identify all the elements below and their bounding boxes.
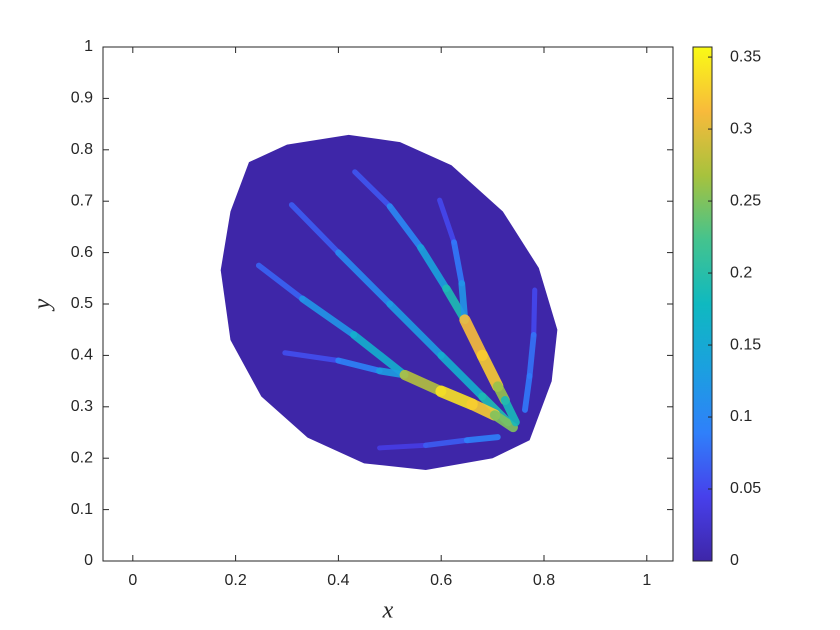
vein-segment xyxy=(437,351,487,401)
vein-segment xyxy=(282,350,342,364)
y-tick-label: 0.1 xyxy=(71,501,93,518)
y-tick-label: 0.5 xyxy=(71,295,93,312)
vein-segment xyxy=(476,349,504,392)
vein-segment xyxy=(437,197,457,245)
vein-segment xyxy=(335,357,383,374)
x-tick-label: 1 xyxy=(642,572,651,589)
vein-segment xyxy=(386,300,445,359)
colorbar-tick-label: 0 xyxy=(730,552,739,569)
vein-segment xyxy=(451,239,465,287)
vein-segment xyxy=(335,249,393,308)
vein-segment xyxy=(417,243,450,293)
colorbar-tick-label: 0.1 xyxy=(730,408,752,425)
vein-segment xyxy=(399,369,447,397)
vein-segment xyxy=(386,203,424,251)
colorbar-tick-label: 0.05 xyxy=(730,480,761,497)
x-tick-label: 0.2 xyxy=(224,572,246,589)
y-tick-label: 0 xyxy=(84,552,93,569)
vein-segment xyxy=(522,373,533,413)
vein-segment xyxy=(463,434,501,444)
x-tick-label: 0.6 xyxy=(430,572,452,589)
vein-segment xyxy=(500,396,520,427)
colorbar xyxy=(692,46,713,562)
y-tick-label: 0.4 xyxy=(71,347,93,364)
x-tick-label: 0 xyxy=(128,572,137,589)
y-tick-label: 0.7 xyxy=(71,192,93,209)
colorbar-tick-label: 0.25 xyxy=(730,192,761,209)
vein-segment xyxy=(288,202,342,256)
vein-segment xyxy=(423,437,470,449)
y-tick-label: 0.6 xyxy=(71,244,93,261)
vein-segment xyxy=(255,262,306,302)
y-tick-label: 0.8 xyxy=(71,141,93,158)
colorbar-tick-label: 0.2 xyxy=(730,264,752,281)
vein-segment xyxy=(299,295,358,339)
y-tick-label: 1 xyxy=(84,38,93,55)
vein-segment xyxy=(531,287,538,338)
vein-segment xyxy=(489,410,518,433)
y-tick-label: 0.2 xyxy=(71,449,93,466)
y-tick-label: 0.9 xyxy=(71,90,93,107)
y-tick-label: 0.3 xyxy=(71,398,93,415)
vein-segment xyxy=(459,314,488,361)
vein-segment xyxy=(458,280,469,324)
y-axis-label: y xyxy=(30,298,56,311)
vein-segment xyxy=(526,331,537,379)
vein-segment xyxy=(377,442,429,451)
x-tick-label: 0.4 xyxy=(327,572,349,589)
vein-segment xyxy=(350,331,409,379)
colorbar-tick-label: 0.35 xyxy=(730,48,761,65)
colorbar-tick-label: 0.3 xyxy=(730,120,752,137)
x-axis-label: x xyxy=(382,598,394,624)
x-tick-label: 0.8 xyxy=(533,572,555,589)
colorbar-tick-label: 0.15 xyxy=(730,336,761,353)
vein-segment xyxy=(352,169,393,210)
